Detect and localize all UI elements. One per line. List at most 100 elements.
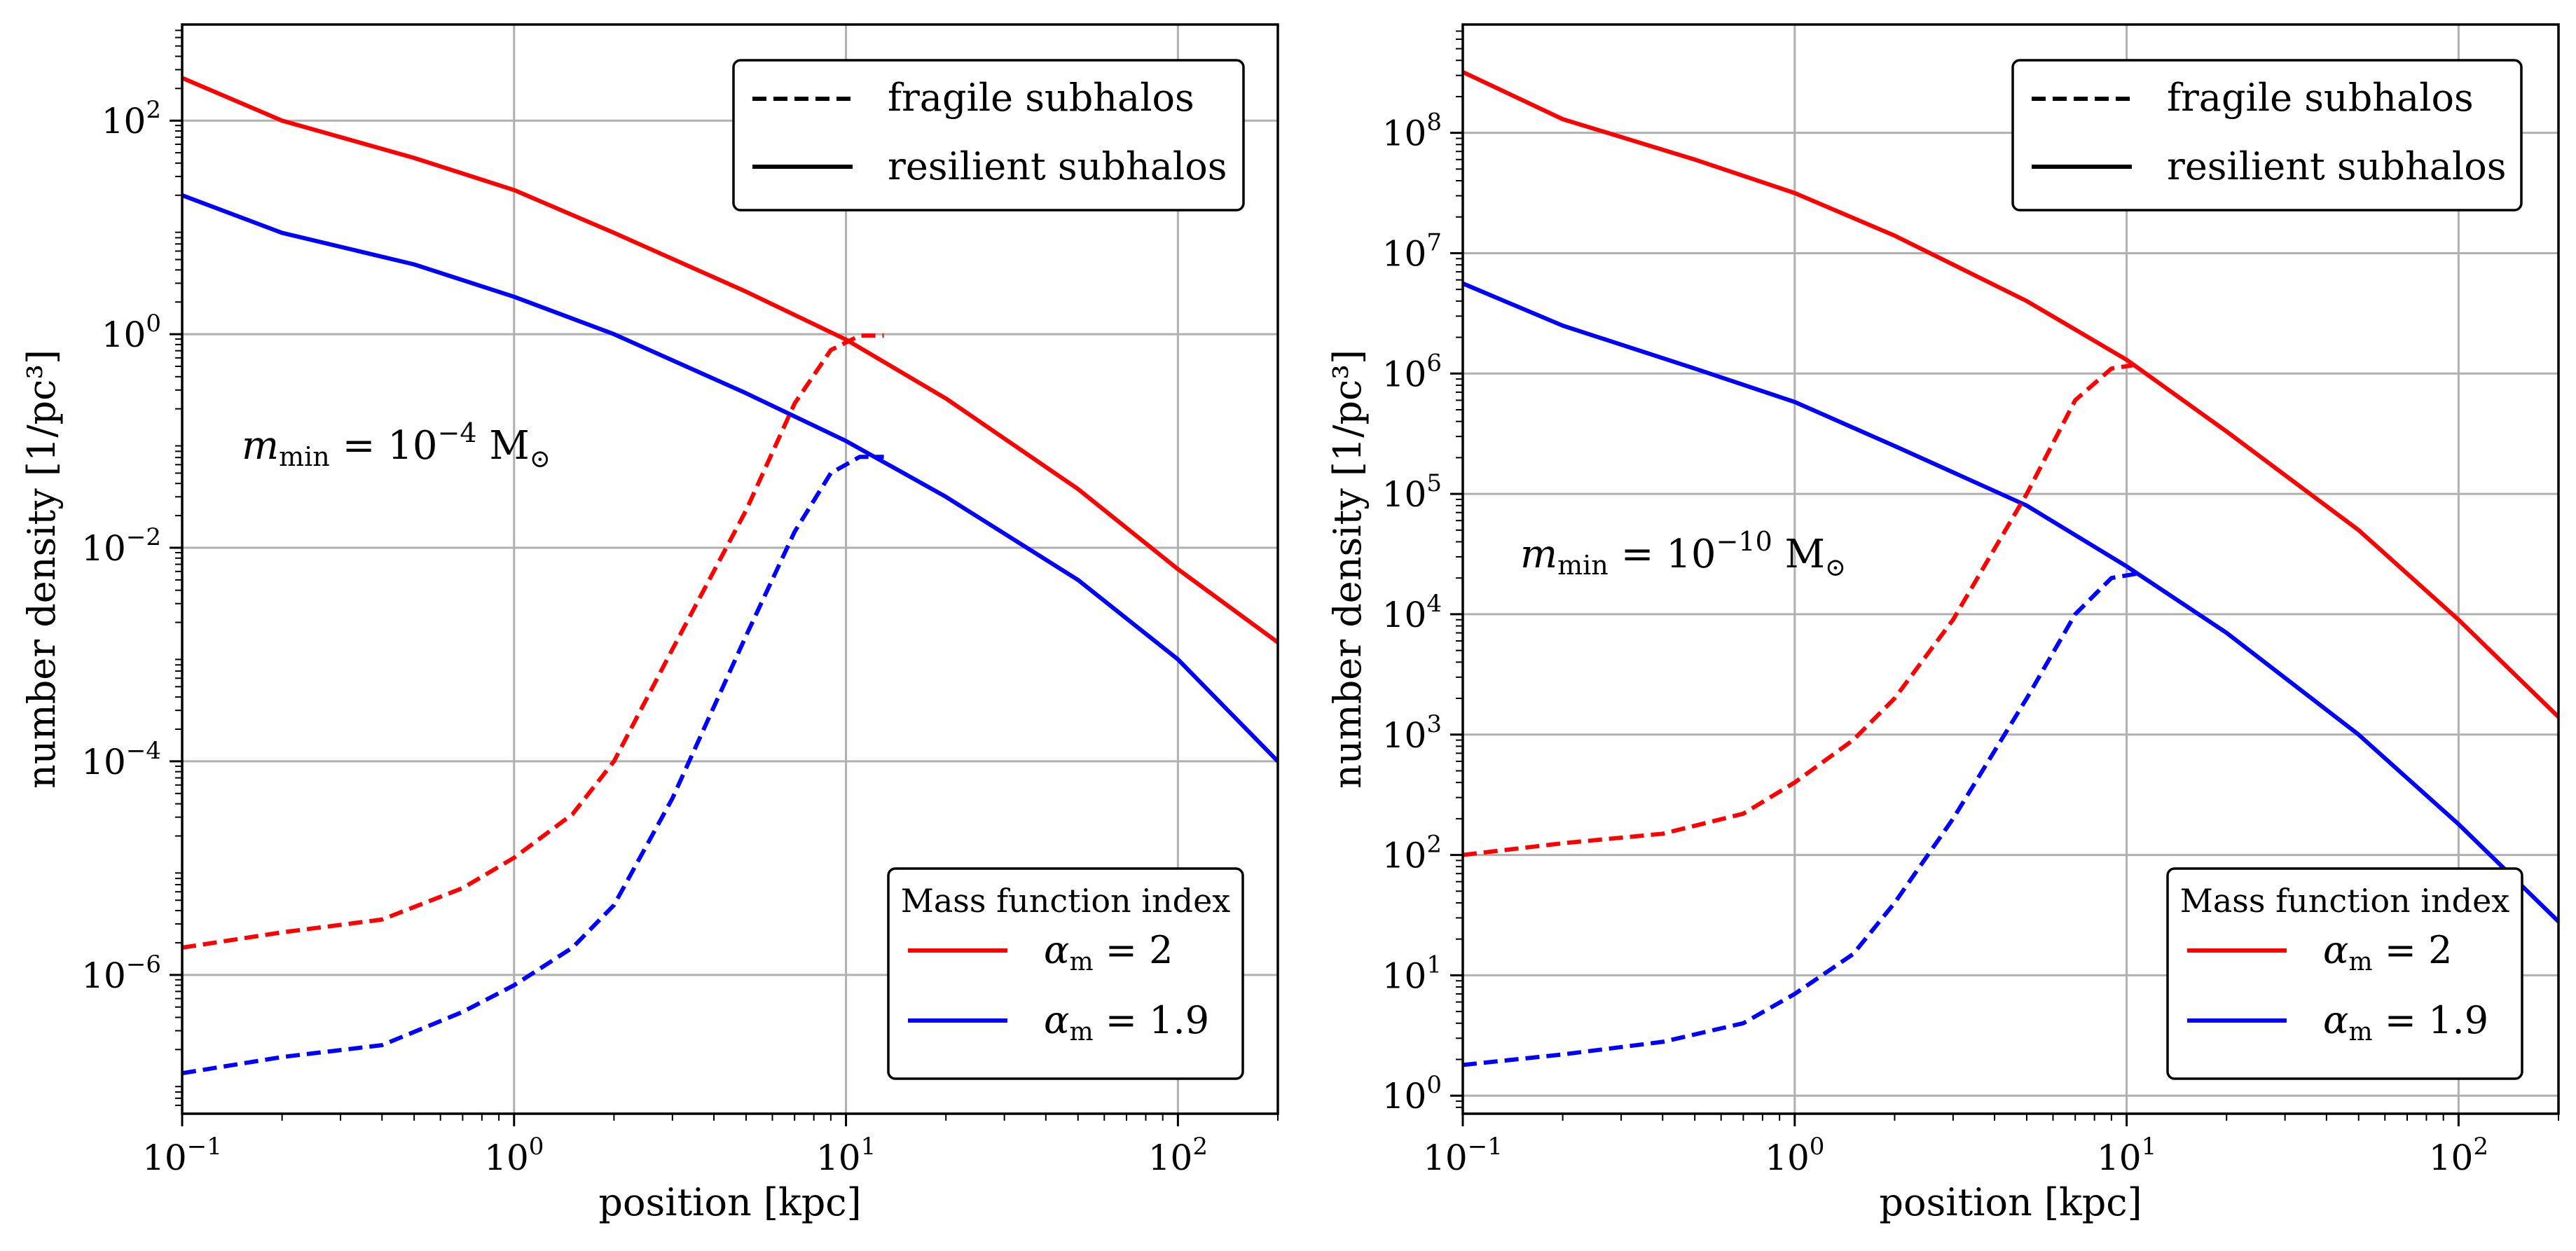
color-legend-title: Mass function index xyxy=(901,882,1231,920)
tick-exponent: 2 xyxy=(2473,1133,2488,1161)
fragile-series-line xyxy=(1463,571,2141,1067)
y-tick-label: 10−4 xyxy=(81,737,161,782)
tick-exponent: 7 xyxy=(1426,228,1442,256)
x-tick-label: 101 xyxy=(816,1133,876,1178)
tick-exponent: 0 xyxy=(1810,1133,1825,1161)
y-tick-label: 100 xyxy=(102,310,161,355)
y-tick-label: 102 xyxy=(1382,831,1442,876)
tick-base: 10 xyxy=(1382,113,1427,154)
annot-equals: = 10 xyxy=(330,423,438,469)
annot-sun-symbol: ⊙ xyxy=(530,445,551,474)
tick-base: 10 xyxy=(81,742,126,782)
mmin-annotation: mmin = 10−10 M⊙ xyxy=(1520,526,1846,582)
tick-exponent: −2 xyxy=(126,523,161,551)
legend-fragile-label: fragile subhalos xyxy=(2167,76,2474,120)
tick-exponent: 2 xyxy=(1426,831,1442,859)
legend-subscript: m xyxy=(2348,948,2372,976)
annot-symbol: m xyxy=(1520,532,1557,577)
y-tick-label: 104 xyxy=(1382,590,1442,635)
resilient-series-line xyxy=(1463,281,2558,923)
annot-symbol: m xyxy=(242,423,279,469)
legend-value: = 2 xyxy=(2373,928,2453,972)
y-tick-label: 10−2 xyxy=(81,523,161,569)
tick-exponent: 0 xyxy=(529,1133,544,1161)
fragile-series-line xyxy=(1463,361,2141,857)
color-legend-entry: αm = 2 xyxy=(1044,928,1173,976)
x-tick-label: 100 xyxy=(484,1133,544,1178)
series-group xyxy=(182,76,1278,1076)
tick-base: 10 xyxy=(81,955,126,996)
tick-base: 10 xyxy=(1382,715,1427,756)
tick-base: 10 xyxy=(1382,1076,1427,1117)
tick-exponent: 1 xyxy=(861,1133,876,1161)
annot-unit: M xyxy=(1772,532,1825,577)
tick-exponent: 6 xyxy=(1426,349,1442,377)
x-tick-label: 10−1 xyxy=(1423,1133,1503,1178)
legend-value: = 2 xyxy=(1094,928,1173,972)
mmin-annotation: mmin = 10−4 M⊙ xyxy=(242,417,551,474)
y-tick-label: 105 xyxy=(1382,469,1442,515)
y-axis-label: number density [1/pc³] xyxy=(20,350,64,789)
y-tick-label: 107 xyxy=(1382,228,1442,274)
y-tick-label: 101 xyxy=(1382,951,1442,996)
annot-subscript: min xyxy=(279,441,330,472)
tick-exponent: −1 xyxy=(1468,1133,1503,1161)
legend-symbol: α xyxy=(2323,928,2348,972)
resilient-series-line xyxy=(1463,70,2558,719)
resilient-series-line xyxy=(182,193,1278,763)
tick-base: 10 xyxy=(1423,1138,1468,1178)
y-tick-label: 108 xyxy=(1382,109,1442,154)
tick-base: 10 xyxy=(81,528,126,569)
tick-exponent: −4 xyxy=(126,737,161,765)
x-tick-label: 102 xyxy=(1148,1133,1208,1178)
legend-symbol: α xyxy=(1044,998,1069,1042)
chart-panel-1: 10−1 100 101 10210210010−210−410−6position … xyxy=(20,23,1279,1224)
color-legend-entry: αm = 1.9 xyxy=(1044,998,1209,1046)
tick-base: 10 xyxy=(142,1138,187,1178)
tick-base: 10 xyxy=(1382,836,1427,876)
tick-exponent: 0 xyxy=(1426,1071,1442,1099)
legend-subscript: m xyxy=(1069,1018,1093,1046)
x-tick-label: 100 xyxy=(1765,1133,1824,1178)
annot-exponent: −10 xyxy=(1716,526,1772,557)
annot-unit: M xyxy=(477,423,530,469)
tick-base: 10 xyxy=(102,101,146,141)
tick-exponent: 2 xyxy=(1192,1133,1208,1161)
tick-exponent: 1 xyxy=(1426,951,1442,979)
chart-panel-2: 10−1 100 101 102108107106105104103102101100… xyxy=(1325,23,2560,1224)
style-legend-box xyxy=(2011,59,2523,212)
tick-exponent: 8 xyxy=(1426,109,1442,137)
legend-subscript: m xyxy=(1069,948,1093,976)
legend-value: = 1.9 xyxy=(1094,998,1209,1042)
y-tick-label: 10−6 xyxy=(81,951,161,996)
tick-base: 10 xyxy=(102,315,146,355)
tick-base: 10 xyxy=(1382,354,1427,394)
legend-fragile-label: fragile subhalos xyxy=(888,76,1194,120)
tick-base: 10 xyxy=(2429,1138,2474,1178)
tick-base: 10 xyxy=(1148,1138,1193,1178)
tick-base: 10 xyxy=(816,1138,861,1178)
y-tick-label: 100 xyxy=(1382,1071,1442,1117)
legend-value: = 1.9 xyxy=(2373,998,2488,1042)
color-legend-title: Mass function index xyxy=(2180,882,2510,920)
tick-base: 10 xyxy=(484,1138,529,1178)
tick-exponent: 4 xyxy=(1426,590,1442,618)
tick-base: 10 xyxy=(1382,955,1427,996)
annot-exponent: −4 xyxy=(438,417,477,448)
color-legend-entry: αm = 2 xyxy=(2323,928,2453,976)
legend-resilient-label: resilient subhalos xyxy=(888,144,1227,188)
x-axis-label: position [kpc] xyxy=(1879,1180,2142,1224)
tick-base: 10 xyxy=(1382,474,1427,515)
fragile-series-line xyxy=(182,333,884,950)
tick-exponent: 3 xyxy=(1426,710,1442,738)
color-legend-box xyxy=(887,867,1244,1080)
tick-base: 10 xyxy=(2097,1138,2142,1178)
color-legend-entry: αm = 1.9 xyxy=(2323,998,2488,1046)
legend-resilient-label: resilient subhalos xyxy=(2167,144,2506,188)
x-tick-label: 10−1 xyxy=(142,1133,222,1178)
tick-exponent: 1 xyxy=(2142,1133,2157,1161)
tick-exponent: 5 xyxy=(1426,469,1442,497)
legend-symbol: α xyxy=(1044,928,1069,972)
tick-exponent: −6 xyxy=(126,951,161,979)
